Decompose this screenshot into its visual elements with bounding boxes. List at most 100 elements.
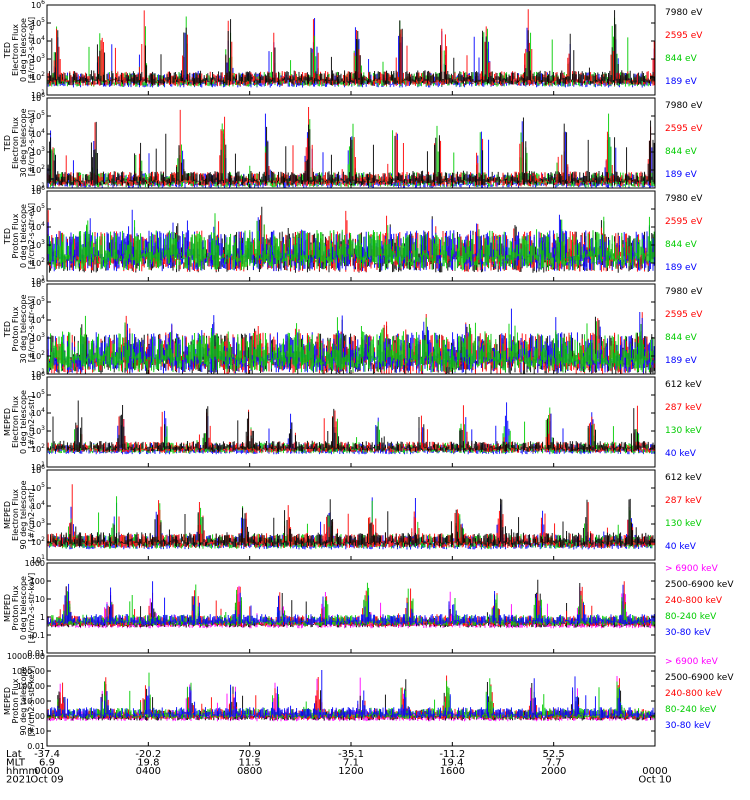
y-tick-label: 102 [31, 257, 45, 268]
x-row-label: Lat [6, 749, 22, 760]
y-tick-label: 101 [31, 182, 45, 193]
x-tick-label: -37.4 [34, 749, 60, 760]
x-tick-label: 2000 [541, 766, 566, 777]
legend-entry: 2595 eV [665, 31, 703, 41]
y-axis-label-line: [#/cm2-s-str] [27, 488, 36, 541]
panel-traces [47, 107, 655, 188]
legend-entry: 40 keV [665, 449, 697, 459]
y-axis: 101 102 103 104 105 106 [31, 464, 655, 565]
panel-frame [46, 562, 656, 654]
y-axis: 101 102 103 104 105 106 [31, 92, 655, 193]
y-tick-label: 106 [31, 464, 45, 475]
y-axis-label-line: Electron Flux [11, 24, 20, 76]
legend-entry: 40 keV [665, 542, 697, 552]
trace-00cc00 [47, 213, 655, 271]
y-tick-label: 1 [40, 613, 45, 622]
trace-0000ff [47, 670, 655, 719]
legend: 7980 eV 2595 eV 844 eV 189 eV [665, 101, 703, 180]
y-tick-label: 0.1 [32, 631, 45, 640]
legend-entry: 287 keV [665, 496, 702, 506]
y-tick-label: 105 [31, 482, 45, 493]
y-axis-label-line: Proton Flux [11, 213, 20, 258]
y-tick-label: 101 [31, 89, 45, 100]
legend-entry: 80-240 keV [665, 705, 717, 715]
trace-000000 [47, 117, 655, 186]
legend-entry: 189 eV [665, 263, 698, 273]
trace-000000 [47, 498, 655, 548]
legend: > 6900 keV 2500-6900 keV 240-800 keV 80-240… [665, 564, 734, 638]
x-tick-label: 52.5 [543, 749, 565, 760]
panel-traces [47, 670, 655, 722]
legend-entry: 7980 eV [665, 287, 703, 297]
y-axis-label-line: [#/cm2-s-str-eV] [27, 296, 36, 362]
legend: 7980 eV 2595 eV 844 eV 189 eV [665, 8, 703, 87]
y-axis-label-line: 30 deg telescope [19, 294, 28, 363]
legend-entry: > 6900 keV [665, 564, 719, 574]
legend-entry: 240-800 keV [665, 689, 723, 699]
y-axis: 101 102 103 104 105 106 [31, 0, 655, 100]
y-axis: 101 102 103 104 105 106 [31, 185, 655, 286]
y-axis-label-line: [#/cm2-s-str-keV] [27, 666, 36, 737]
y-tick-label: 106 [31, 0, 45, 10]
y-axis: 0.01 0.1 1 10 100 1000 [25, 559, 655, 658]
y-axis-label-line: TED [3, 135, 12, 152]
y-axis-label-line: MEPED [3, 687, 12, 715]
legend-entry: 2595 eV [665, 217, 703, 227]
y-axis-label: TED Proton Flux 30 deg telescope [#/cm2-s-s… [3, 294, 36, 363]
trace-000000 [47, 400, 655, 452]
legend-entry: 30-80 keV [665, 721, 711, 731]
y-tick-label: 106 [31, 92, 45, 103]
y-tick-label: 103 [31, 146, 45, 157]
panel-4: 101 102 103 104 105 106 TED Proton Flux 30 deg t… [3, 278, 703, 379]
legend-entry: 130 keV [665, 519, 702, 529]
y-axis-label-line: TED [3, 228, 12, 245]
y-tick-label: 1000 [25, 559, 45, 568]
y-axis-label-line: MEPED [3, 408, 12, 436]
x-tick-label: 19.4 [441, 758, 463, 769]
panel-3: 101 102 103 104 105 106 TED Proton Flux 0 deg te… [3, 185, 703, 286]
legend-entry: 612 keV [665, 473, 702, 483]
y-tick-label: 104 [31, 128, 45, 139]
legend-entry: 7980 eV [665, 101, 703, 111]
y-tick-label: 10 [35, 595, 45, 604]
y-tick-label: 100.00 [17, 682, 45, 691]
legend: 7980 eV 2595 eV 844 eV 189 eV [665, 194, 703, 273]
y-tick-label: 105 [31, 203, 45, 214]
x-tick-label: 19.8 [137, 758, 159, 769]
y-tick-label: 105 [31, 389, 45, 400]
x-tick-label: 0400 [136, 766, 161, 777]
legend-entry: 2500-6900 keV [665, 580, 734, 590]
y-tick-label: 104 [31, 35, 45, 46]
y-tick-label: 101 [31, 275, 45, 286]
x-tick-label: 6.9 [39, 758, 55, 769]
y-axis: 101 102 103 104 105 106 [31, 371, 655, 472]
y-axis-label-line: MEPED [3, 594, 12, 622]
legend-entry: 80-240 keV [665, 612, 717, 622]
y-axis-label-line: 30 deg telescope [19, 108, 28, 177]
y-tick-label: 104 [31, 407, 45, 418]
y-axis-label-line: [#/cm2-s-str-eV] [27, 17, 36, 83]
panel-traces [47, 9, 655, 88]
y-tick-label: 105 [31, 17, 45, 28]
legend-entry: 130 keV [665, 426, 702, 436]
x-row-label: 2021 [6, 775, 31, 786]
y-tick-label: 101 [31, 554, 45, 565]
x-tick-label: 70.9 [239, 749, 261, 760]
x-tick-label: -20.2 [135, 749, 161, 760]
y-tick-label: 102 [31, 443, 45, 454]
y-tick-label: 103 [31, 425, 45, 436]
y-axis-label-line: 90 deg telescope [19, 666, 28, 735]
legend: > 6900 keV 2500-6900 keV 240-800 keV 80-240… [665, 657, 734, 731]
x-tick-label: Oct 09 [30, 775, 63, 786]
y-axis-label-line: 0 deg telescope [19, 576, 28, 640]
y-axis-label: TED Proton Flux 0 deg telescope [#/cm2-s-st… [3, 203, 36, 269]
x-tick-label: Oct 10 [638, 775, 671, 786]
legend-entry: 30-80 keV [665, 628, 711, 638]
y-axis-label-line: Electron Flux [11, 117, 20, 169]
x-tick-label: 1600 [440, 766, 465, 777]
panel-7: 0.01 0.1 1 10 100 1000 MEPED Proton Flux 0 deg t… [3, 559, 734, 658]
panel-6: 101 102 103 104 105 106 MEPED Electron Flux 90 d… [3, 464, 702, 565]
y-tick-label: 103 [31, 53, 45, 64]
